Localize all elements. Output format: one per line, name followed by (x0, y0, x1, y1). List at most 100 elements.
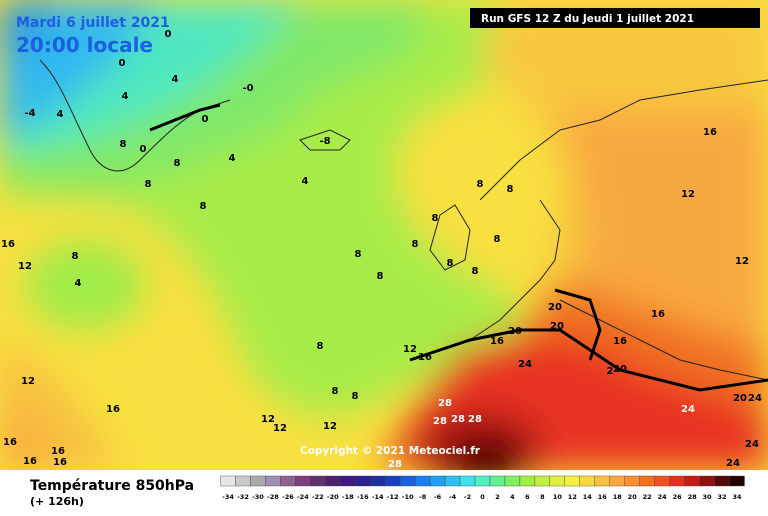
contour-label: 2 (607, 366, 614, 377)
borders (149, 103, 768, 392)
contour-label: 4 (229, 153, 236, 164)
contour-label: 24 (518, 359, 532, 370)
contour-label: 8 (447, 258, 454, 269)
footer-lead: (+ 126h) (30, 495, 84, 508)
contour-label: 12 (21, 376, 35, 387)
temperature-field (0, 0, 768, 470)
contour-label: -4 (24, 108, 35, 119)
scale-cell (280, 475, 296, 487)
contour-label: 16 (53, 457, 67, 468)
scale-label: -32 (237, 493, 249, 501)
contour-label: 4 (302, 176, 309, 187)
scale-cell (609, 475, 625, 487)
contour-label: 8 (494, 234, 501, 245)
footer-title: Température 850hPa (30, 478, 194, 494)
scale-cell (295, 475, 311, 487)
scale-cell (340, 475, 356, 487)
scale-label: 30 (703, 493, 713, 501)
contour-label: 28 (388, 459, 402, 470)
scale-label: 12 (568, 493, 577, 501)
contour-label: 4 (172, 74, 179, 85)
contour-label: 16 (651, 309, 665, 320)
contour-label: 20 (613, 364, 627, 375)
scale-cell (459, 475, 476, 487)
scale-cell (564, 475, 581, 487)
scale-label: 14 (583, 493, 593, 501)
contour-label: 16 (613, 336, 627, 347)
scale-cell (384, 475, 401, 487)
scale-cell (265, 475, 281, 487)
scale-label: -6 (434, 493, 442, 501)
scale-label: -18 (342, 493, 354, 501)
contour-label: 0 (202, 114, 209, 125)
contour-label: 20 (550, 321, 564, 332)
scale-cell (355, 475, 371, 487)
contour-label: 4 (122, 91, 129, 102)
scale-cell (519, 475, 536, 487)
contour-label: 20 (733, 393, 747, 404)
contour-label: 28 (433, 416, 447, 427)
scale-cell (534, 475, 551, 487)
scale-label: 20 (628, 493, 638, 501)
contour-label: 4 (75, 278, 82, 289)
contour-label: 16 (703, 127, 717, 138)
scale-cell (370, 475, 386, 487)
scale-label: 26 (673, 493, 683, 501)
scale-cell (729, 475, 745, 487)
scale-cell (504, 475, 521, 487)
contour-label: 28 (438, 398, 452, 409)
contour-label: 0 (165, 29, 172, 40)
contour-label: 12 (403, 344, 417, 355)
scale-label: -20 (327, 493, 339, 501)
contour-label: 16 (51, 446, 65, 457)
scale-cell (684, 475, 700, 487)
contour-label: 24 (726, 458, 740, 469)
scale-label: 22 (643, 493, 652, 501)
scale-cell (250, 475, 266, 487)
contour-label: 12 (273, 423, 287, 434)
contour-label: 12 (681, 189, 695, 200)
scale-cell (310, 475, 326, 487)
scale-cell (669, 475, 685, 487)
contour-label: 12 (18, 261, 32, 272)
scale-cell (654, 475, 670, 487)
contour-label: 8 (355, 249, 362, 260)
scale-cell (549, 475, 566, 487)
contour-label: 24 (748, 393, 762, 404)
contour-label: 8 (412, 239, 419, 250)
contour-label: 8 (72, 251, 79, 262)
scale-label: -16 (357, 493, 369, 501)
copyright: Copyright © 2021 Meteociel.fr (300, 445, 481, 457)
scale-cell (594, 475, 610, 487)
contour-label: 8 (200, 201, 207, 212)
contour-label: 0 (119, 58, 126, 69)
contour-label: 8 (317, 341, 324, 352)
scale-cell (429, 475, 446, 487)
contour-label: 28 (451, 414, 465, 425)
scale-label: 28 (688, 493, 698, 501)
contour-label: 8 (174, 158, 181, 169)
scale-label: 0 (480, 493, 485, 501)
scale-label: 10 (553, 493, 563, 501)
scale-label: -28 (267, 493, 279, 501)
contour-label: 24 (681, 404, 695, 415)
scale-label: 24 (658, 493, 668, 501)
scale-label: -2 (464, 493, 471, 501)
scale-label: 16 (598, 493, 608, 501)
contour-label: 4 (57, 109, 64, 120)
contour-label: 16 (106, 404, 120, 415)
contour-label: 12 (735, 256, 749, 267)
scale-label: -14 (372, 493, 384, 501)
scale-cell (489, 475, 506, 487)
scale-label: -12 (387, 493, 399, 501)
scale-cell (699, 475, 715, 487)
contour-label: 16 (3, 437, 17, 448)
scale-label: -4 (449, 493, 457, 501)
contour-label: 8 (120, 139, 127, 150)
contour-label: 8 (472, 266, 479, 277)
contour-label: 12 (323, 421, 337, 432)
scale-label: 2 (495, 493, 500, 501)
scale-cell (639, 475, 655, 487)
contour-label: -0 (242, 83, 253, 94)
